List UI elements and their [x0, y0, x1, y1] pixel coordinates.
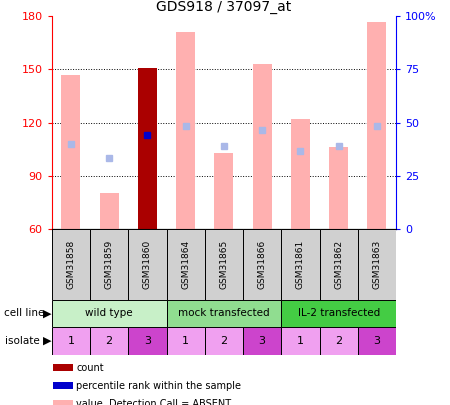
FancyBboxPatch shape	[320, 327, 358, 355]
FancyBboxPatch shape	[90, 229, 128, 300]
FancyBboxPatch shape	[128, 229, 166, 300]
Text: GSM31859: GSM31859	[104, 240, 113, 289]
Text: count: count	[76, 363, 104, 373]
Text: GSM31860: GSM31860	[143, 240, 152, 289]
FancyBboxPatch shape	[243, 229, 281, 300]
FancyBboxPatch shape	[205, 327, 243, 355]
Text: 3: 3	[144, 336, 151, 346]
Text: 2: 2	[220, 336, 227, 346]
Text: ▶: ▶	[43, 309, 51, 318]
Title: GDS918 / 37097_at: GDS918 / 37097_at	[156, 0, 292, 14]
Text: wild type: wild type	[86, 309, 133, 318]
Text: GSM31866: GSM31866	[257, 240, 266, 289]
Text: GSM31864: GSM31864	[181, 240, 190, 289]
Bar	[291, 119, 310, 229]
Text: isolate: isolate	[4, 336, 39, 346]
Text: mock transfected: mock transfected	[178, 309, 270, 318]
FancyBboxPatch shape	[52, 327, 90, 355]
Text: GSM31861: GSM31861	[296, 240, 305, 289]
Text: percentile rank within the sample: percentile rank within the sample	[76, 381, 241, 391]
Text: GSM31858: GSM31858	[67, 240, 76, 289]
Text: 1: 1	[68, 336, 74, 346]
FancyBboxPatch shape	[358, 327, 396, 355]
FancyBboxPatch shape	[52, 229, 90, 300]
Text: value, Detection Call = ABSENT: value, Detection Call = ABSENT	[76, 399, 231, 405]
FancyBboxPatch shape	[281, 327, 320, 355]
Bar	[176, 32, 195, 229]
Text: 3: 3	[374, 336, 380, 346]
FancyBboxPatch shape	[281, 229, 320, 300]
FancyBboxPatch shape	[243, 327, 281, 355]
FancyBboxPatch shape	[358, 229, 396, 300]
FancyBboxPatch shape	[52, 300, 166, 327]
Text: GSM31863: GSM31863	[373, 240, 382, 289]
FancyBboxPatch shape	[205, 229, 243, 300]
Text: IL-2 transfected: IL-2 transfected	[297, 309, 380, 318]
Bar	[53, 382, 72, 389]
Bar	[329, 147, 348, 229]
Bar	[99, 194, 119, 229]
Bar	[252, 64, 272, 229]
Bar	[61, 75, 81, 229]
FancyBboxPatch shape	[281, 300, 396, 327]
FancyBboxPatch shape	[166, 327, 205, 355]
Text: 1: 1	[182, 336, 189, 346]
Text: cell line: cell line	[4, 309, 45, 318]
Text: GSM31862: GSM31862	[334, 240, 343, 289]
Text: ▶: ▶	[43, 336, 51, 346]
Text: 3: 3	[259, 336, 266, 346]
Text: 2: 2	[335, 336, 342, 346]
Text: 2: 2	[106, 336, 112, 346]
Bar	[138, 68, 157, 229]
FancyBboxPatch shape	[166, 300, 281, 327]
Text: GSM31865: GSM31865	[220, 240, 228, 289]
Bar	[214, 153, 234, 229]
Bar	[367, 21, 387, 229]
Bar	[53, 401, 72, 405]
Bar	[53, 364, 72, 371]
Text: 1: 1	[297, 336, 304, 346]
FancyBboxPatch shape	[128, 327, 166, 355]
FancyBboxPatch shape	[320, 229, 358, 300]
FancyBboxPatch shape	[166, 229, 205, 300]
FancyBboxPatch shape	[90, 327, 128, 355]
